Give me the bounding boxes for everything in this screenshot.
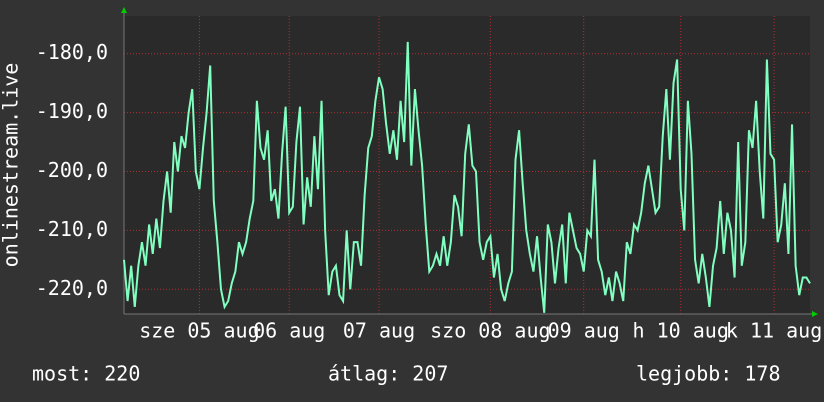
footer-average: átlag: 207 xyxy=(328,362,448,386)
data-line xyxy=(123,41,811,313)
y-axis-label: onlinestream.live xyxy=(0,63,23,268)
x-tick-label: 07 aug xyxy=(343,319,415,343)
footer-current: most: 220 xyxy=(32,362,140,386)
y-arrow xyxy=(121,7,127,13)
y-tick-label: -190,0 xyxy=(36,99,108,123)
x-tick-label: sze 05 aug xyxy=(139,319,259,343)
y-tick-label: -220,0 xyxy=(36,276,108,300)
grid xyxy=(124,16,810,314)
footer-best: legjobb: 178 xyxy=(636,362,781,386)
y-tick-label: -180,0 xyxy=(36,40,108,64)
x-tick-label: szo 08 aug xyxy=(430,319,550,343)
x-tick-label: h 10 aug xyxy=(633,319,729,343)
x-tick-label: 06 aug xyxy=(253,319,325,343)
x-tick-label: k 11 aug xyxy=(726,319,822,343)
x-tick-label: 09 aug xyxy=(548,319,620,343)
y-tick-label: -210,0 xyxy=(36,217,108,241)
y-tick-label: -200,0 xyxy=(36,158,108,182)
plot-area xyxy=(124,16,810,314)
x-arrow xyxy=(812,311,818,317)
